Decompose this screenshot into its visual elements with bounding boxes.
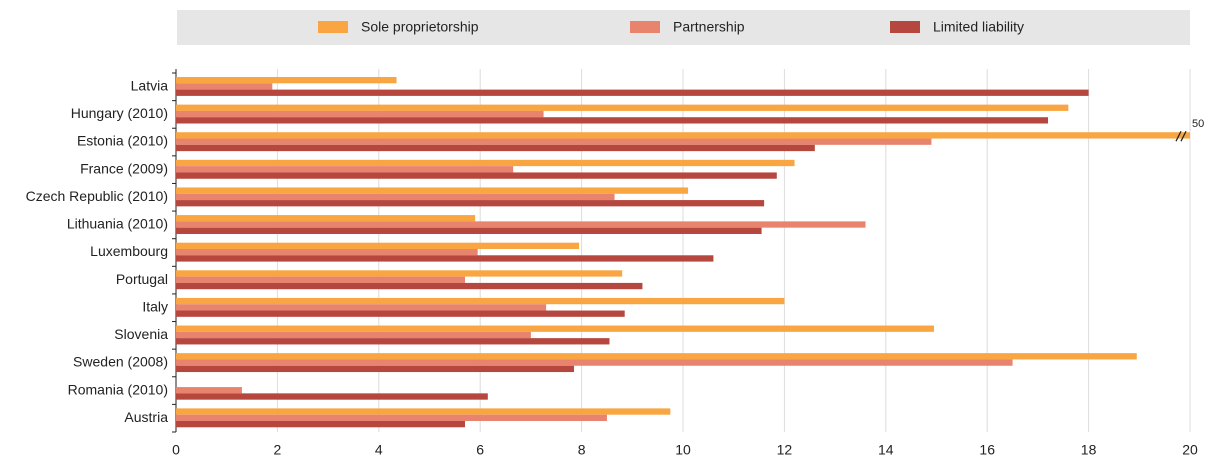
y-tick-label: Estonia (2010) xyxy=(77,133,168,149)
bar xyxy=(176,304,547,311)
bar xyxy=(176,215,476,222)
y-tick-label: Italy xyxy=(142,298,168,314)
bar xyxy=(176,159,795,167)
bar xyxy=(176,414,607,421)
bars xyxy=(176,77,1190,428)
y-tick-label: Slovenia xyxy=(114,326,168,342)
bar xyxy=(176,227,762,234)
axis-break xyxy=(1175,130,1187,142)
x-tick-label: 20 xyxy=(1182,442,1198,458)
bar xyxy=(176,276,465,283)
legend-swatch xyxy=(890,21,920,33)
x-tick-label: 2 xyxy=(274,442,282,458)
x-tick-label: 14 xyxy=(878,442,894,458)
bar xyxy=(176,297,785,305)
bar xyxy=(176,338,610,345)
bar xyxy=(176,166,514,173)
bar xyxy=(176,359,1013,366)
x-tick-label: 8 xyxy=(578,442,586,458)
bar xyxy=(176,353,1137,360)
bar xyxy=(176,387,242,394)
y-tick-label: Romania (2010) xyxy=(68,381,168,397)
bar xyxy=(176,408,671,415)
legend-label: Sole proprietorship xyxy=(361,19,479,35)
data-label: 50 xyxy=(1192,118,1204,130)
x-tick-label: 12 xyxy=(777,442,793,458)
y-tick-label: Luxembourg xyxy=(90,243,168,259)
x-tick-label: 4 xyxy=(375,442,383,458)
y-tick-label: Austria xyxy=(124,409,168,425)
bar xyxy=(176,325,934,332)
bar xyxy=(176,255,714,262)
bar xyxy=(176,200,765,207)
bar xyxy=(176,310,625,317)
bar xyxy=(176,393,488,400)
legend-swatch xyxy=(630,21,660,33)
bar xyxy=(176,110,544,118)
y-tick-label: Sweden (2008) xyxy=(73,354,168,370)
bar xyxy=(176,365,574,373)
bar xyxy=(176,270,623,277)
x-tick-label: 0 xyxy=(172,442,180,458)
y-tick-label: Hungary (2010) xyxy=(71,105,168,121)
bar xyxy=(176,420,465,428)
bar xyxy=(176,331,531,339)
bar xyxy=(176,104,1069,111)
bar xyxy=(176,117,1049,124)
legend-swatch xyxy=(318,21,348,33)
y-tick-label: France (2009) xyxy=(80,160,168,176)
y-tick-label: Latvia xyxy=(131,78,169,94)
x-tick-label: 16 xyxy=(979,442,995,458)
bar xyxy=(176,138,932,145)
bar xyxy=(176,282,643,290)
bar xyxy=(176,89,1089,96)
bar xyxy=(176,144,815,152)
bar xyxy=(176,83,273,90)
bar xyxy=(176,187,689,194)
bar xyxy=(176,132,1190,139)
bar xyxy=(176,172,777,179)
y-tick-label: Portugal xyxy=(116,271,168,287)
bar xyxy=(176,221,866,228)
x-tick-label: 6 xyxy=(476,442,484,458)
y-tick-label: Czech Republic (2010) xyxy=(26,188,168,204)
bar xyxy=(176,248,478,256)
bar xyxy=(176,193,615,201)
legend-label: Limited liability xyxy=(933,19,1024,35)
x-tick-label: 18 xyxy=(1081,442,1097,458)
bar xyxy=(176,77,397,84)
bar xyxy=(176,242,580,249)
legend-label: Partnership xyxy=(673,19,745,35)
x-tick-label: 10 xyxy=(675,442,691,458)
y-tick-label: Lithuania (2010) xyxy=(67,216,168,232)
